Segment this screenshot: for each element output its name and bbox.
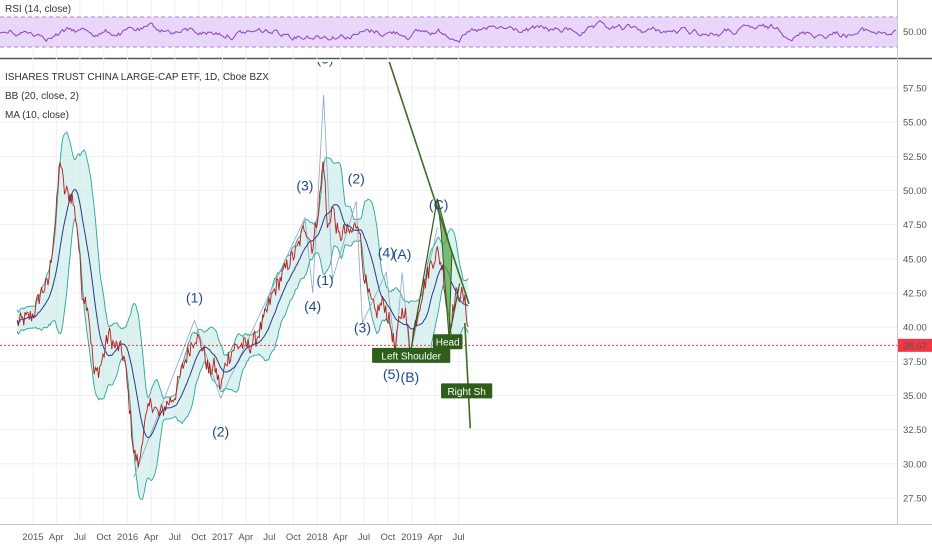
- wave-label: (1): [317, 272, 334, 288]
- time-tick-label: Apr: [49, 532, 64, 543]
- elliott-wave-path: [133, 94, 438, 478]
- time-tick-label: Jul: [74, 532, 86, 543]
- pattern-label: Left Shoulder: [381, 351, 441, 362]
- price-tick-label: 37.50: [903, 357, 927, 368]
- wave-label: (C): [429, 197, 448, 213]
- time-tick-label: Apr: [144, 532, 159, 543]
- pattern-label: Right Sh: [447, 387, 485, 398]
- price-tick-label: 35.00: [903, 391, 927, 402]
- time-scale: 2015 Apr Jul Oct 2016 Apr Jul Oct 2017 Apr Jul Oct 2…: [22, 532, 464, 543]
- wave-label: (2): [348, 171, 365, 187]
- price-tick-label: 45.00: [903, 254, 927, 265]
- time-tick-label: 2019: [401, 532, 422, 543]
- trendline: [464, 323, 472, 429]
- trendlines: [388, 62, 472, 429]
- price-tick-label: 27.50: [903, 494, 927, 505]
- wave-label: (3): [296, 177, 313, 193]
- wave-label: (3): [354, 320, 371, 336]
- wave-label: (4): [304, 298, 321, 314]
- wave-label: (1): [186, 290, 203, 306]
- price-series: [16, 161, 469, 468]
- time-tick-label: Jul: [169, 532, 181, 543]
- time-tick-label: 2017: [212, 532, 233, 543]
- wave-label: (B): [401, 369, 420, 385]
- wave-label: (A): [393, 246, 412, 262]
- time-tick-label: Oct: [380, 532, 395, 543]
- time-tick-label: Jul: [453, 532, 465, 543]
- time-tick-label: 2015: [22, 532, 43, 543]
- price-scale: 57.50 55.00 52.50 50.00 47.50 45.00 42.50 40.00…: [903, 83, 927, 504]
- legend-ma: MA (10, close): [5, 110, 69, 121]
- rsi-line: [0, 20, 897, 43]
- last-price-badge: [898, 338, 932, 352]
- price-tick-label: 47.50: [903, 220, 927, 231]
- time-tick-label: Apr: [333, 532, 348, 543]
- time-tick-label: 2016: [117, 532, 138, 543]
- time-tick-label: 2018: [307, 532, 328, 543]
- last-price-tag: 38.67: [898, 338, 932, 352]
- moving-average-line: [16, 188, 469, 439]
- price-tick-label: 42.50: [903, 289, 927, 300]
- price-tick-label: 57.50: [903, 83, 927, 94]
- price-tick-label: 55.00: [903, 118, 927, 129]
- price-tick-label: 32.50: [903, 425, 927, 436]
- rsi-panel: [0, 16, 897, 48]
- price-tick-label: 52.50: [903, 152, 927, 163]
- chart-title: ISHARES TRUST CHINA LARGE-CAP ETF, 1D, C…: [5, 72, 269, 83]
- elliott-wave-lines: [133, 94, 438, 478]
- rsi-band: [0, 17, 897, 47]
- pattern-line: [409, 198, 438, 356]
- price-tick-label: 30.00: [903, 459, 927, 470]
- wave-label: (4): [378, 244, 395, 260]
- wave-label: (2): [212, 424, 229, 440]
- rsi-level-label: 50.00: [903, 27, 927, 38]
- time-tick-label: Apr: [238, 532, 253, 543]
- time-tick-label: Oct: [286, 532, 301, 543]
- price-tick-label: 50.00: [903, 186, 927, 197]
- last-price-value: 38.67: [903, 341, 927, 352]
- time-tick-label: Oct: [191, 532, 206, 543]
- pattern-label: Head: [436, 338, 460, 349]
- time-tick-label: Jul: [358, 532, 370, 543]
- pattern-label-box: [441, 383, 493, 399]
- bollinger-upper-band: [16, 131, 469, 400]
- rsi-title: RSI (14, close): [5, 4, 71, 15]
- pattern-label-box: [372, 347, 451, 363]
- pattern-labels: Left Shoulder Head Right Sh: [372, 334, 493, 399]
- price-tick-label: 40.00: [903, 323, 927, 334]
- time-tick-label: Jul: [263, 532, 275, 543]
- trendline: [388, 62, 470, 305]
- wave-label: (5): [383, 366, 400, 382]
- pattern-label-box: [432, 334, 463, 350]
- price-panel: (1)(2)(3)(4)(5)(1)(2)(3)(4)(5)(A)(B)(C) …: [0, 50, 897, 500]
- time-tick-label: Apr: [428, 532, 443, 543]
- legend-bb: BB (20, close, 2): [5, 91, 79, 102]
- wave-labels: (1) (2) (3) (4) (5) (1) (2) (3) (4) (5) (A) (B) (C): [186, 50, 448, 440]
- wave-label: (5): [317, 50, 334, 66]
- pattern-line: [448, 283, 461, 339]
- time-tick-label: Oct: [96, 532, 111, 543]
